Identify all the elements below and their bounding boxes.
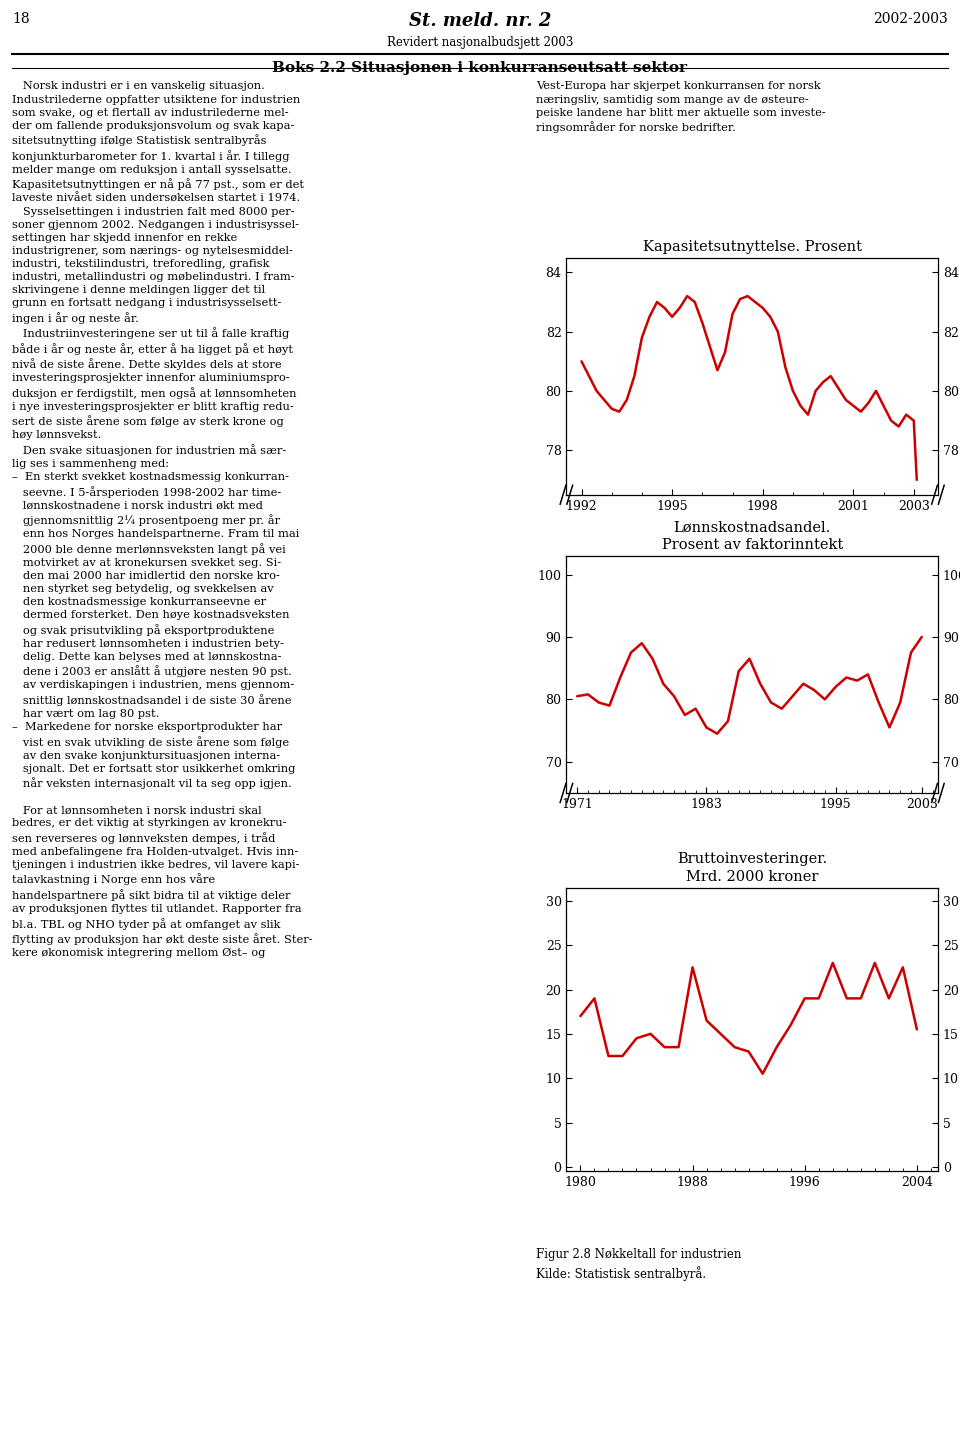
Text: Boks 2.2 Situasjonen i konkurranseutsatt sektor: Boks 2.2 Situasjonen i konkurranseutsatt… [273, 61, 687, 76]
Text: Vest-Europa har skjerpet konkurransen for norsk
næringsliv, samtidig som mange a: Vest-Europa har skjerpet konkurransen fo… [536, 81, 826, 132]
Text: Revidert nasjonalbudsjett 2003: Revidert nasjonalbudsjett 2003 [387, 36, 573, 49]
Text: 2002-2003: 2002-2003 [873, 12, 948, 26]
Title: Bruttoinvesteringer.
Mrd. 2000 kroner: Bruttoinvesteringer. Mrd. 2000 kroner [677, 853, 828, 883]
Text: Norsk industri er i en vanskelig situasjon.
Industrilederne oppfatter utsiktene : Norsk industri er i en vanskelig situasj… [12, 81, 313, 959]
Title: Lønnskostnadsandel.
Prosent av faktorinntekt: Lønnskostnadsandel. Prosent av faktorinn… [661, 521, 843, 551]
Text: 18: 18 [12, 12, 30, 26]
Title: Kapasitetsutnyttelse. Prosent: Kapasitetsutnyttelse. Prosent [642, 240, 862, 253]
Text: Figur 2.8 Nøkkeltall for industrien
Kilde: Statistisk sentralbyrå.: Figur 2.8 Nøkkeltall for industrien Kild… [536, 1248, 741, 1280]
Text: St. meld. nr. 2: St. meld. nr. 2 [409, 12, 551, 29]
